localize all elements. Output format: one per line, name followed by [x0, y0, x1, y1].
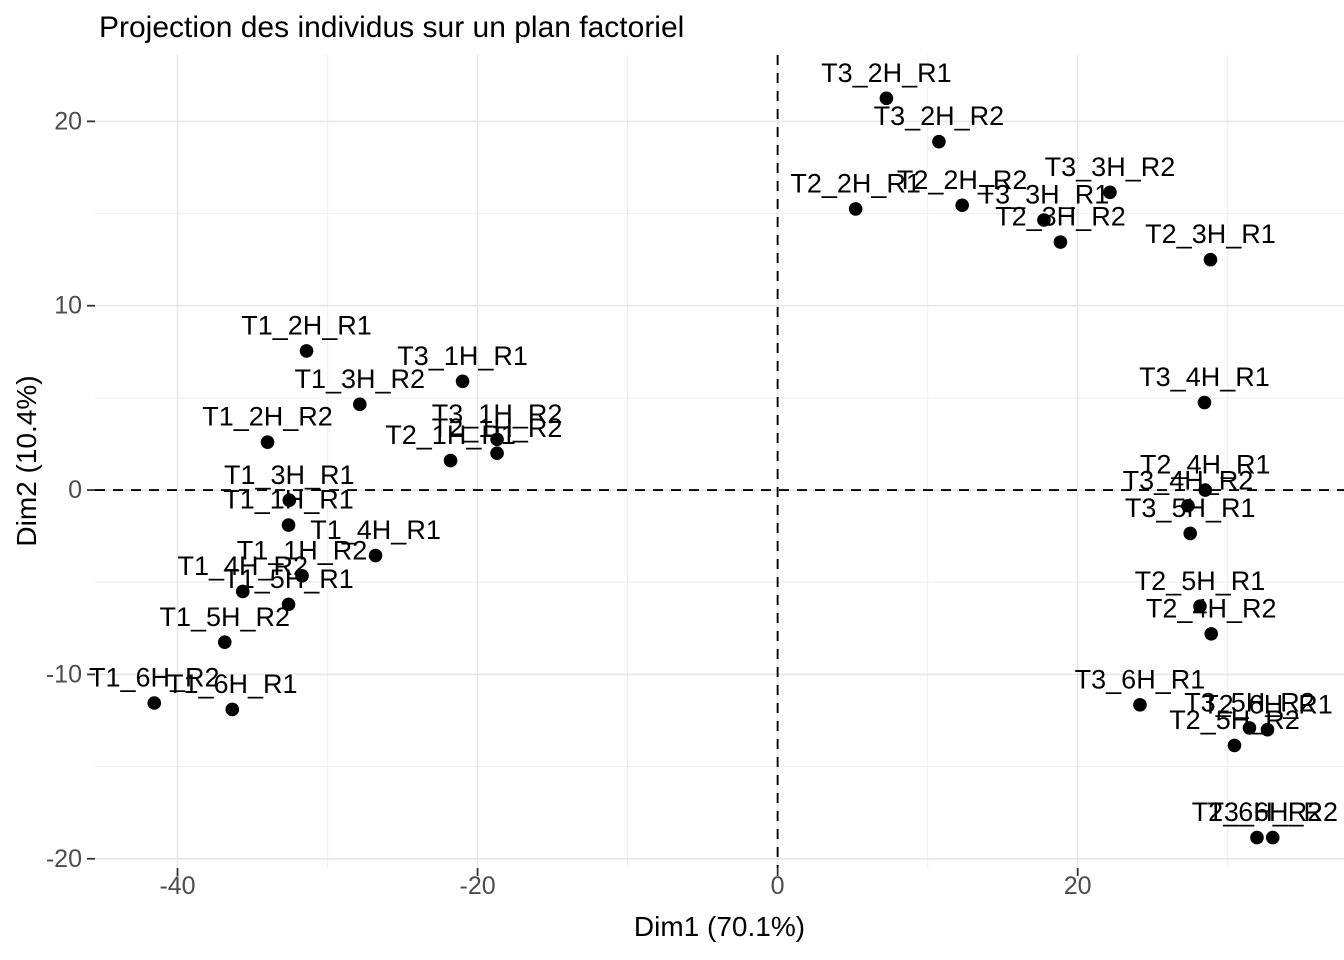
data-point-label: T1_6H_R2 — [89, 663, 220, 693]
data-point-label: T3_6H_R2 — [1207, 797, 1338, 827]
data-point-label: T1_2H_R1 — [241, 310, 372, 340]
data-point — [260, 435, 275, 449]
y-tick-label: -10 — [46, 660, 82, 688]
data-point-label: T2_4H_R1 — [1140, 450, 1271, 480]
x-tick-label: 0 — [771, 872, 785, 900]
data-point-label: T3_4H_R2 — [1123, 465, 1254, 495]
data-point-label: T1_2H_R2 — [202, 402, 333, 432]
data-point-label: T2_3H_R1 — [1145, 219, 1276, 249]
data-point-label: T1_4H_R1 — [310, 515, 441, 545]
data-point — [1250, 830, 1264, 845]
data-point-label: T1_3H_R2 — [295, 364, 426, 394]
data-point-label: T2_2H_R2 — [897, 165, 1028, 195]
data-point-label: T2_2H_R1 — [790, 169, 921, 199]
data-point-label: T1_5H_R2 — [159, 602, 290, 632]
data-point-label: T1_4H_R2 — [177, 551, 308, 581]
data-point — [1053, 235, 1068, 249]
data-point — [955, 198, 969, 213]
data-point — [295, 568, 309, 583]
chart-title: Projection des individus sur un plan fac… — [99, 11, 685, 44]
data-point — [282, 493, 297, 508]
data-point — [1204, 627, 1219, 641]
x-tick-label: 20 — [1064, 872, 1092, 900]
x-tick-label: -40 — [159, 872, 195, 900]
data-point-label: T3_5H_R2 — [1184, 687, 1315, 717]
data-point — [1198, 483, 1213, 497]
data-point — [1183, 526, 1198, 541]
data-point — [368, 548, 383, 563]
data-point — [147, 696, 162, 710]
data-point-label: T3_2H_R2 — [874, 101, 1005, 131]
data-point — [1203, 252, 1218, 267]
data-point-label: T2_6H_R1 — [1202, 689, 1333, 719]
data-point — [490, 432, 504, 447]
data-point — [443, 453, 458, 468]
data-point-label: T2_6H_R2 — [1192, 797, 1323, 827]
data-point — [490, 446, 504, 461]
data-point — [1242, 721, 1257, 735]
data-point-label: T3_2H_R1 — [821, 58, 952, 88]
data-point — [353, 397, 367, 412]
data-point — [1260, 722, 1275, 737]
data-point-label: T3_3H_R1 — [979, 180, 1110, 210]
data-point — [299, 344, 314, 358]
data-point — [217, 635, 232, 649]
data-point-label: T2_5H_R2 — [1169, 705, 1300, 735]
data-point-label: T1_3H_R1 — [224, 460, 355, 490]
data-point — [281, 518, 296, 532]
x-axis-title: Dim1 (70.1%) — [633, 911, 806, 942]
y-tick-label: 20 — [54, 107, 82, 135]
data-point-label: T2_3H_R2 — [995, 202, 1126, 232]
data-point-label: T1_5H_R1 — [223, 564, 354, 594]
data-point — [1181, 498, 1195, 513]
data-point — [1133, 698, 1147, 712]
data-point-label: T3_6H_R1 — [1075, 664, 1206, 694]
data-point — [1193, 599, 1207, 614]
data-point-label: T3_3H_R2 — [1045, 152, 1176, 182]
y-tick-label: 10 — [54, 292, 82, 320]
data-point-label: T1_6H_R1 — [167, 669, 298, 699]
data-point — [1037, 213, 1051, 227]
data-point — [225, 702, 240, 717]
data-point-label: T3_1H_R1 — [397, 341, 528, 371]
data-point — [1227, 738, 1242, 753]
data-point-label: T3_4H_R1 — [1139, 362, 1270, 392]
data-point-label: T2_1H_R1 — [385, 420, 516, 450]
data-point — [1197, 395, 1212, 410]
data-point-label: T2_4H_R2 — [1146, 593, 1277, 623]
x-tick-label: -20 — [460, 872, 496, 900]
data-point-label: T2_5H_R1 — [1135, 566, 1266, 596]
data-point — [1103, 185, 1117, 200]
data-point-label: T3_1H_R2 — [432, 399, 563, 429]
y-axis-title: Dim2 (10.4%) — [11, 375, 42, 547]
data-point — [281, 597, 296, 612]
data-point — [848, 202, 863, 216]
y-tick-label: -20 — [46, 845, 82, 873]
data-point — [879, 91, 894, 106]
data-point — [455, 374, 470, 389]
data-point — [235, 584, 250, 599]
data-point-label: T3_5H_R1 — [1125, 493, 1256, 523]
data-point-label: T1_1H_R2 — [237, 535, 368, 565]
y-tick-label: 0 — [68, 476, 82, 504]
data-point-label: T1_1H_R1 — [223, 485, 354, 515]
data-point — [1265, 830, 1280, 845]
data-point-label: T2_1H_R2 — [432, 413, 563, 443]
data-point — [932, 134, 946, 149]
